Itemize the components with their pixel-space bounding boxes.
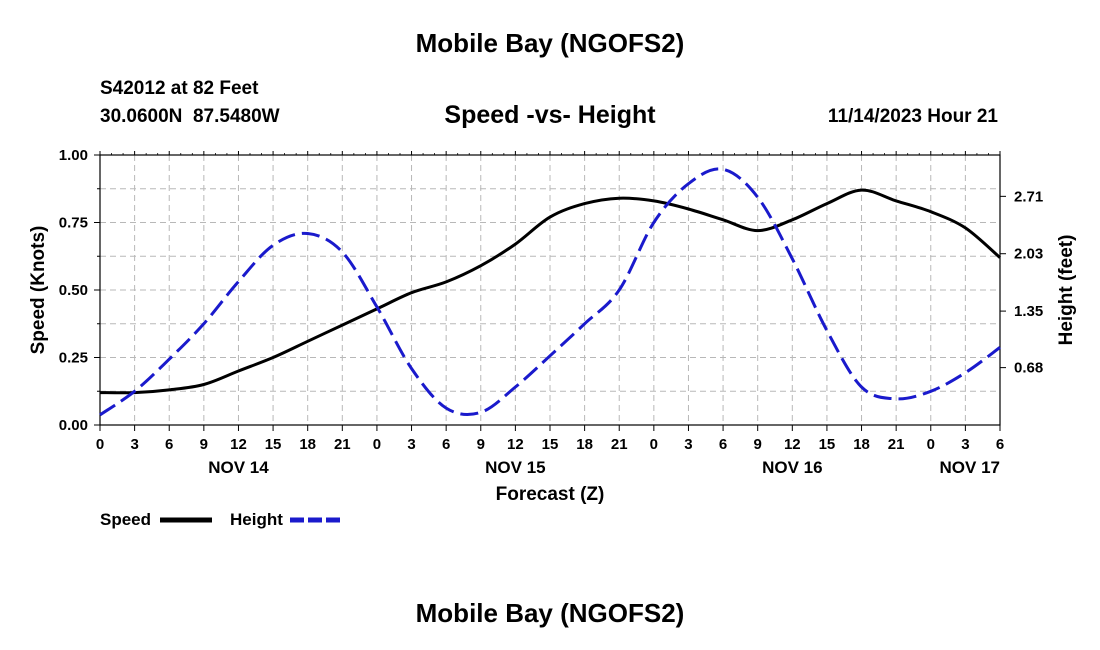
y-right-tick-label: 0.68 bbox=[1014, 360, 1043, 377]
x-tick-labels: 0 3 6 9 12 15 18 21 0 3 6 9 12 15 18 21 0 3 6 9 12 15 18 21 0 3 6 bbox=[96, 436, 1004, 453]
x-tick-label: 21 bbox=[611, 436, 628, 453]
x-tick-label: 18 bbox=[299, 436, 316, 453]
height-series-line bbox=[99, 167, 1001, 417]
axis-ticks bbox=[94, 151, 1006, 431]
legend-height-label: Height bbox=[230, 510, 283, 529]
x-tick-label: 21 bbox=[334, 436, 351, 453]
x-tick-label: 15 bbox=[542, 436, 559, 453]
x-axis-label: Forecast (Z) bbox=[496, 484, 605, 505]
x-tick-label: 15 bbox=[265, 436, 282, 453]
footer-title: Mobile Bay (NGOFS2) bbox=[415, 598, 685, 628]
forecast-timestamp: 11/14/2023 Hour 21 bbox=[827, 106, 998, 127]
x-tick-label: 3 bbox=[407, 436, 415, 453]
x-tick-label: 3 bbox=[684, 436, 692, 453]
y-axis-left-label: Speed (Knots) bbox=[28, 226, 49, 355]
x-tick-label: 0 bbox=[96, 436, 104, 453]
series bbox=[99, 167, 1001, 417]
legend: Speed Height bbox=[100, 510, 342, 529]
speed-series-line bbox=[99, 188, 1001, 395]
y-axis-right-label: Height (feet) bbox=[1056, 235, 1077, 346]
x-tick-label: 21 bbox=[888, 436, 905, 453]
x-tick-label: 12 bbox=[507, 436, 524, 453]
x-tick-label: 3 bbox=[130, 436, 138, 453]
x-tick-label: 18 bbox=[576, 436, 593, 453]
x-tick-label: 12 bbox=[230, 436, 247, 453]
x-tick-label: 9 bbox=[477, 436, 485, 453]
x-tick-label: 15 bbox=[819, 436, 836, 453]
grid bbox=[100, 155, 1000, 425]
station-coordinates: 30.0600N 87.5480W bbox=[100, 106, 280, 127]
x-tick-label: 6 bbox=[165, 436, 173, 453]
y-right-tick-label: 2.71 bbox=[1014, 188, 1043, 205]
day-label: NOV 16 bbox=[762, 458, 822, 477]
x-tick-label: 18 bbox=[853, 436, 870, 453]
y-right-tick-labels: 0.68 1.35 2.03 2.71 bbox=[1014, 188, 1043, 376]
y-left-tick-label: 0.50 bbox=[59, 282, 88, 299]
x-tick-label: 0 bbox=[373, 436, 381, 453]
station-id: S42012 at 82 Feet bbox=[100, 78, 259, 99]
y-left-tick-label: 0.00 bbox=[59, 417, 88, 434]
x-tick-label: 6 bbox=[719, 436, 727, 453]
x-tick-label: 3 bbox=[961, 436, 969, 453]
x-tick-label: 0 bbox=[650, 436, 658, 453]
y-right-tick-label: 2.03 bbox=[1014, 246, 1043, 263]
chart-title: Mobile Bay (NGOFS2) bbox=[415, 28, 685, 58]
x-tick-label: 6 bbox=[442, 436, 450, 453]
x-tick-label: 9 bbox=[754, 436, 762, 453]
day-label: NOV 14 bbox=[208, 458, 269, 477]
day-label: NOV 17 bbox=[940, 458, 1000, 477]
x-tick-label: 6 bbox=[996, 436, 1004, 453]
y-left-tick-label: 1.00 bbox=[59, 147, 88, 164]
x-tick-label: 9 bbox=[200, 436, 208, 453]
y-left-tick-label: 0.25 bbox=[59, 350, 88, 367]
day-labels: NOV 14 NOV 15 NOV 16 NOV 17 bbox=[208, 458, 1000, 477]
y-left-tick-labels: 0.00 0.25 0.50 0.75 1.00 bbox=[59, 147, 88, 434]
x-tick-label: 0 bbox=[927, 436, 935, 453]
legend-speed-label: Speed bbox=[100, 510, 151, 529]
y-left-tick-label: 0.75 bbox=[59, 215, 88, 232]
y-right-tick-label: 1.35 bbox=[1014, 303, 1043, 320]
x-tick-label: 12 bbox=[784, 436, 801, 453]
chart-subtitle: Speed -vs- Height bbox=[444, 101, 656, 129]
day-label: NOV 15 bbox=[485, 458, 545, 477]
